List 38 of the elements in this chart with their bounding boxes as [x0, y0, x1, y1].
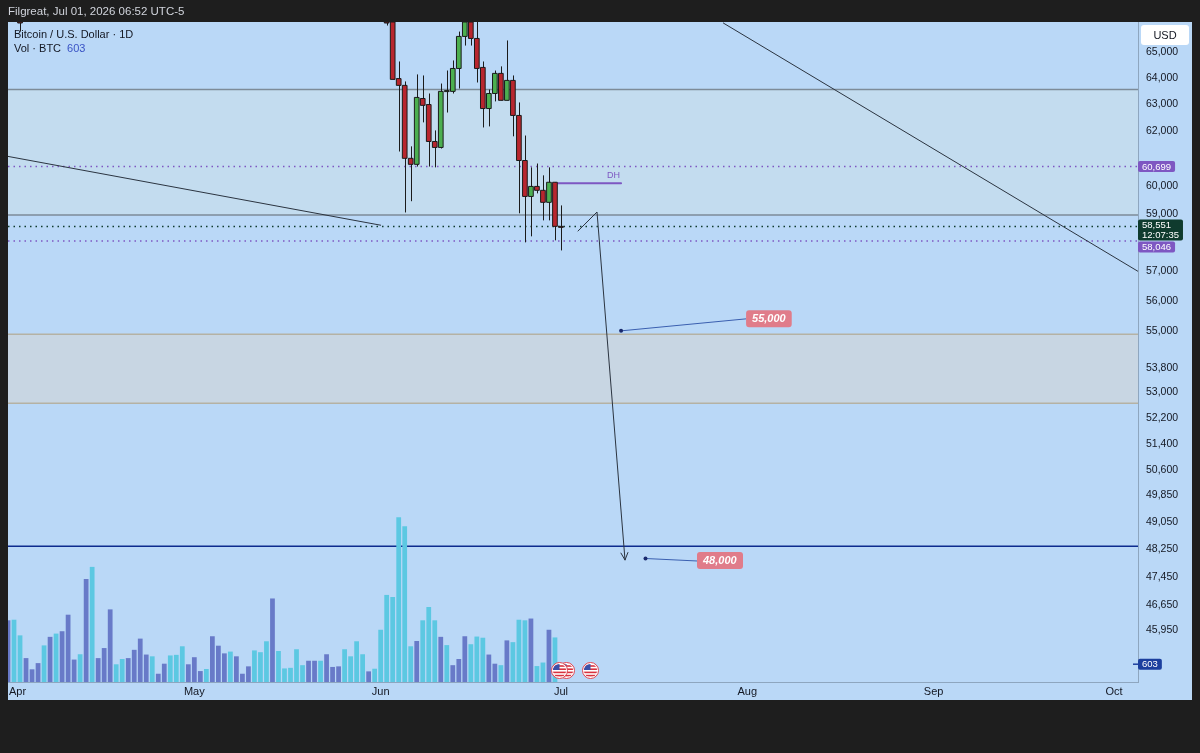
y-tick-label: 63,000 — [1146, 97, 1179, 110]
y-tick-label: 49,850 — [1146, 487, 1179, 500]
text: Vol · BTC 603 — [14, 42, 86, 54]
y-tick-label: 48,250 — [1146, 541, 1179, 554]
x-tick-label: May — [183, 685, 206, 698]
x-tick-label: Aug — [737, 685, 758, 698]
ref-line-label: 58,551 12:07:35 — [1142, 219, 1179, 241]
y-axis-title: USD — [1141, 25, 1189, 45]
y-tick-label: 49,050 — [1146, 514, 1179, 527]
y-tick-label: 47,450 — [1146, 569, 1179, 582]
y-tick-label: 52,200 — [1146, 410, 1179, 423]
x-tick-label: Apr — [9, 685, 27, 698]
x-tick-label: Oct — [1105, 685, 1123, 698]
y-tick-label: 45,950 — [1146, 623, 1179, 636]
y-tick-label: 60,000 — [1146, 178, 1179, 191]
y-tick-label: 50,600 — [1146, 462, 1179, 475]
y-tick-label: 56,000 — [1146, 293, 1179, 306]
text: Bitcoin / U.S. Dollar · 1D — [14, 27, 134, 41]
y-tick-label: 64,000 — [1146, 71, 1179, 84]
y-tick-label: 65,000 — [1146, 45, 1179, 58]
y-tick-label: 53,800 — [1146, 360, 1179, 373]
y-tick-label: 46,650 — [1146, 598, 1179, 611]
text: Filgreat, Jul 01, 2026 06:52 UTC-5 — [8, 5, 185, 17]
y-tick-label: 62,000 — [1146, 124, 1179, 137]
y-tick-label: 55,000 — [1146, 323, 1179, 336]
series-label: DH — [607, 170, 621, 181]
ref-line-label: 60,699 — [1142, 160, 1172, 172]
y-tick-label: 53,000 — [1146, 385, 1179, 398]
y2-tick-label: 603 — [1142, 658, 1158, 670]
y-tick-label: 59,000 — [1146, 206, 1179, 219]
y-tick-label: 57,000 — [1146, 264, 1179, 277]
x-tick-label: Jun — [371, 685, 390, 698]
x-tick-label: Jul — [553, 685, 569, 698]
annotation: 55,000 — [752, 312, 787, 325]
annotation: 48,000 — [697, 552, 743, 569]
ref-line-label: 58,046 — [1142, 241, 1172, 253]
y-tick-label: 51,400 — [1146, 436, 1179, 449]
x-tick-label: Sep — [923, 685, 944, 698]
